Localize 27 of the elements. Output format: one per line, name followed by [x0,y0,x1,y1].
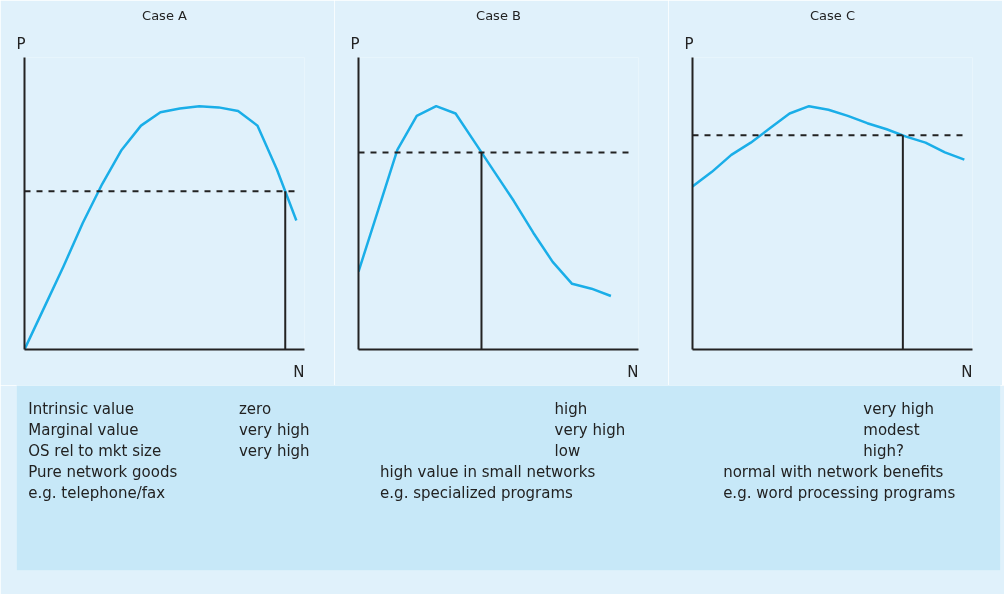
y-axis-title: P [350,34,360,53]
x-axis-title: N [961,362,973,381]
text: modest [863,420,920,439]
text: low [554,442,581,460]
text: very high [238,420,310,439]
chart-title: Case C [809,7,856,23]
text: very high [238,442,310,460]
text: Pure network goods [28,463,178,482]
text: e.g. specialized programs [380,484,574,503]
x-axis-title: N [293,362,305,381]
text: high [554,399,588,418]
text: very high [554,420,626,439]
text: high value in small networks [380,463,596,482]
text: zero [238,399,272,418]
text: OS rel to mkt size [28,442,162,460]
chart-title: Case A [142,7,188,23]
y-axis-title: P [684,34,694,53]
text: e.g. word processing programs [723,484,956,503]
text: Intrinsic value [28,399,134,418]
x-axis-title: N [627,362,639,381]
text: Marginal value [28,420,139,439]
text: normal with network benefits [723,463,944,482]
y-axis-title: P [16,34,26,53]
chart-title: Case B [476,7,521,23]
text: e.g. telephone/fax [28,484,166,503]
text: very high [863,399,934,418]
text: high? [863,442,904,460]
